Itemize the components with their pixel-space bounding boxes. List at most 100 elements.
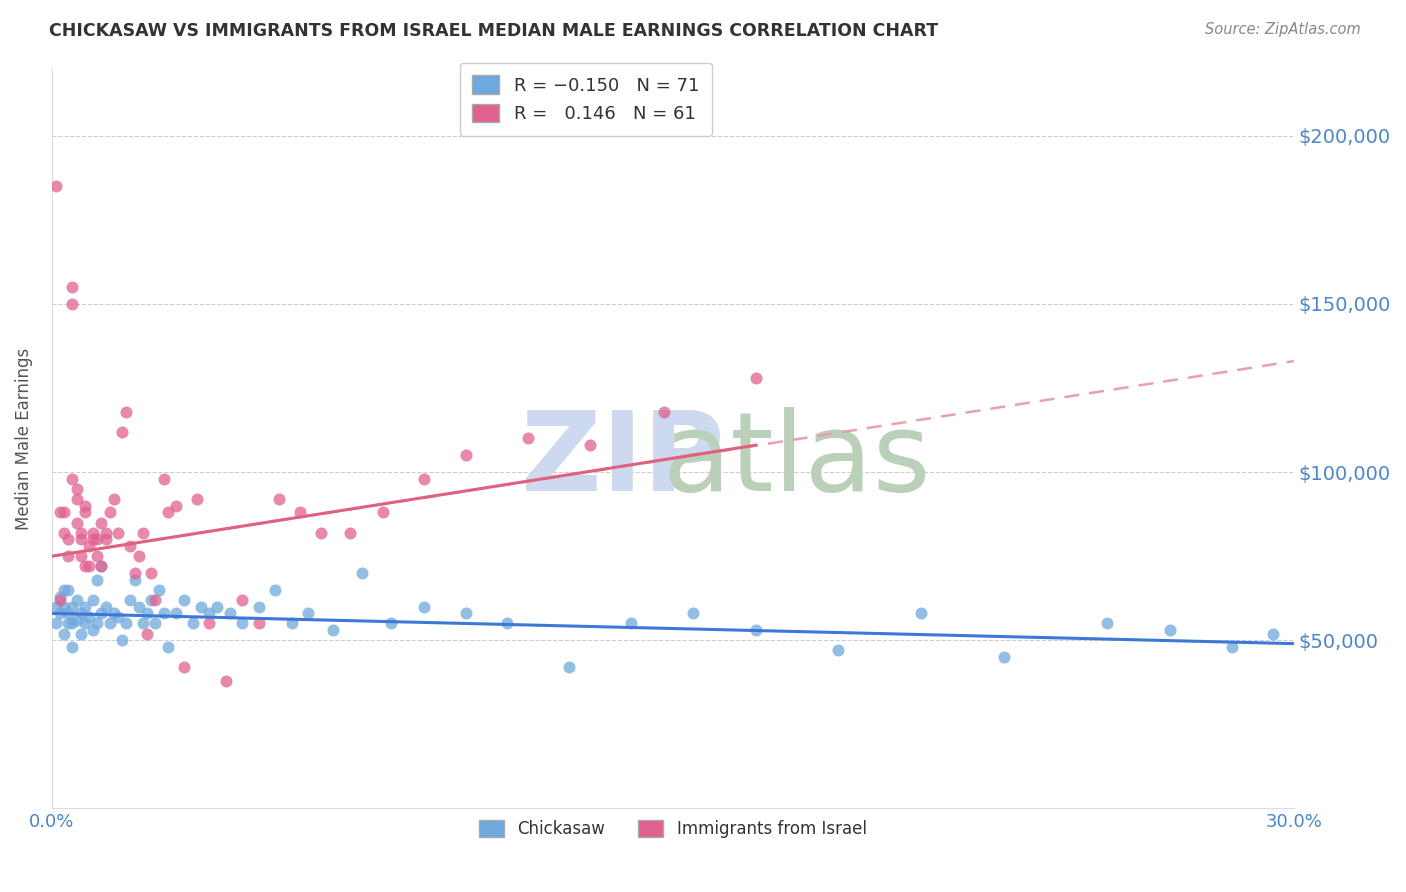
Point bbox=[107, 525, 129, 540]
Point bbox=[103, 491, 125, 506]
Point bbox=[231, 593, 253, 607]
Point bbox=[173, 593, 195, 607]
Point bbox=[264, 582, 287, 597]
Point bbox=[94, 525, 117, 540]
Point bbox=[69, 607, 91, 621]
Point bbox=[90, 559, 112, 574]
Point bbox=[371, 506, 394, 520]
Point bbox=[65, 593, 87, 607]
Point bbox=[165, 499, 187, 513]
Point bbox=[1097, 616, 1119, 631]
Point bbox=[165, 607, 187, 621]
Point bbox=[111, 425, 134, 439]
Point bbox=[45, 599, 67, 614]
Point bbox=[69, 549, 91, 564]
Point bbox=[198, 616, 221, 631]
Point bbox=[744, 371, 766, 385]
Point bbox=[82, 533, 104, 547]
Point bbox=[132, 616, 155, 631]
Point bbox=[322, 623, 344, 637]
Point bbox=[69, 626, 91, 640]
Point bbox=[73, 599, 96, 614]
Point bbox=[90, 516, 112, 530]
Point bbox=[90, 559, 112, 574]
Point bbox=[380, 616, 402, 631]
Point bbox=[65, 482, 87, 496]
Point bbox=[73, 506, 96, 520]
Point bbox=[128, 549, 150, 564]
Point bbox=[143, 616, 166, 631]
Point bbox=[120, 593, 142, 607]
Point bbox=[90, 607, 112, 621]
Point bbox=[207, 599, 229, 614]
Point bbox=[115, 616, 138, 631]
Point bbox=[993, 650, 1015, 665]
Point bbox=[94, 599, 117, 614]
Point bbox=[231, 616, 253, 631]
Point bbox=[148, 582, 170, 597]
Point bbox=[98, 616, 121, 631]
Point bbox=[77, 559, 100, 574]
Point bbox=[65, 516, 87, 530]
Point bbox=[62, 599, 84, 614]
Point bbox=[124, 573, 146, 587]
Point bbox=[86, 616, 108, 631]
Point bbox=[124, 566, 146, 580]
Point bbox=[413, 599, 436, 614]
Point bbox=[73, 499, 96, 513]
Point bbox=[115, 404, 138, 418]
Point bbox=[152, 472, 174, 486]
Point bbox=[186, 491, 208, 506]
Point bbox=[309, 525, 332, 540]
Point bbox=[69, 533, 91, 547]
Point bbox=[86, 549, 108, 564]
Point bbox=[98, 506, 121, 520]
Point bbox=[62, 297, 84, 311]
Legend: Chickasaw, Immigrants from Israel: Chickasaw, Immigrants from Israel bbox=[472, 813, 873, 845]
Point bbox=[173, 660, 195, 674]
Point bbox=[744, 623, 766, 637]
Point bbox=[247, 599, 270, 614]
Point bbox=[53, 582, 76, 597]
Point bbox=[1159, 623, 1181, 637]
Point bbox=[143, 593, 166, 607]
Point bbox=[120, 539, 142, 553]
Point bbox=[682, 607, 704, 621]
Point bbox=[152, 607, 174, 621]
Point bbox=[214, 673, 236, 688]
Point bbox=[516, 432, 538, 446]
Point bbox=[269, 491, 291, 506]
Point bbox=[53, 599, 76, 614]
Point bbox=[49, 607, 72, 621]
Point bbox=[53, 626, 76, 640]
Point bbox=[82, 623, 104, 637]
Point bbox=[58, 616, 80, 631]
Point bbox=[139, 593, 162, 607]
Point bbox=[53, 506, 76, 520]
Point bbox=[86, 573, 108, 587]
Text: ZIP: ZIP bbox=[522, 407, 724, 514]
Point bbox=[58, 549, 80, 564]
Point bbox=[454, 607, 477, 621]
Point bbox=[86, 533, 108, 547]
Point bbox=[58, 607, 80, 621]
Point bbox=[496, 616, 519, 631]
Point bbox=[77, 609, 100, 624]
Point bbox=[297, 607, 319, 621]
Point bbox=[218, 607, 240, 621]
Point bbox=[654, 404, 676, 418]
Point bbox=[281, 616, 304, 631]
Point bbox=[1261, 626, 1284, 640]
Point bbox=[53, 525, 76, 540]
Point bbox=[49, 506, 72, 520]
Point bbox=[45, 616, 67, 631]
Y-axis label: Median Male Earnings: Median Male Earnings bbox=[15, 347, 32, 530]
Point bbox=[1220, 640, 1243, 654]
Point bbox=[107, 609, 129, 624]
Point bbox=[49, 590, 72, 604]
Point bbox=[69, 525, 91, 540]
Point bbox=[198, 607, 221, 621]
Point bbox=[910, 607, 932, 621]
Point bbox=[65, 613, 87, 627]
Point bbox=[156, 640, 179, 654]
